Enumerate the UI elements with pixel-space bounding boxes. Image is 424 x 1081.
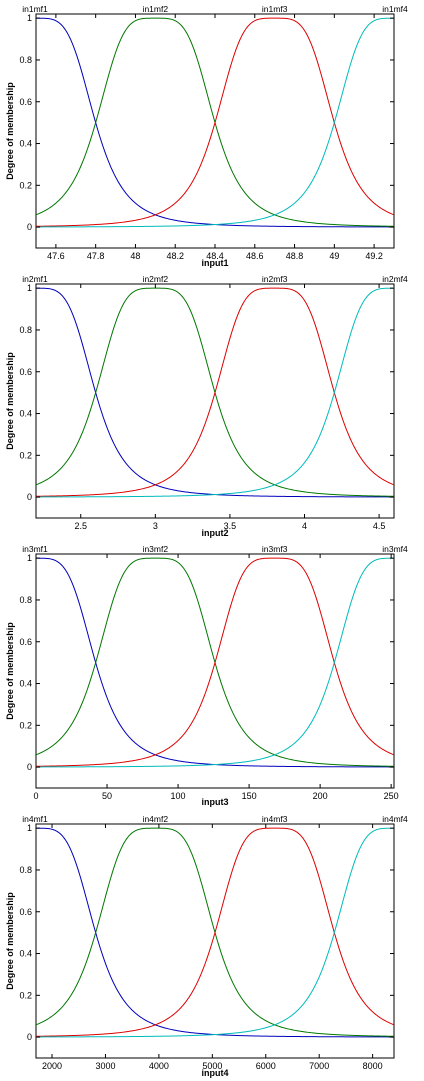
- y-tick-label: 0: [27, 1032, 32, 1042]
- y-tick-label: 0.4: [19, 409, 32, 419]
- mf-label-in3mf4: in3mf4: [382, 544, 408, 554]
- x-tick-label: 3: [153, 521, 158, 531]
- plot-area: [35, 283, 395, 519]
- y-tick-label: 0.2: [19, 990, 32, 1000]
- x-tick-label: 48.6: [246, 251, 264, 261]
- y-tick-label: 0.2: [19, 720, 32, 730]
- y-tick-label: 0.2: [19, 450, 32, 460]
- x-tick-label: 5000: [202, 1061, 222, 1071]
- x-tick-label: 48.8: [286, 251, 304, 261]
- mf-label-in1mf3: in1mf3: [262, 4, 288, 14]
- y-tick-label: 0.8: [19, 865, 32, 875]
- mf-label-in1mf4: in1mf4: [382, 4, 408, 14]
- mf-label-in2mf3: in2mf3: [262, 274, 288, 284]
- mf-label-in4mf4: in4mf4: [382, 814, 408, 824]
- y-tick-label: 0.8: [19, 595, 32, 605]
- y-tick-label: 0.4: [19, 949, 32, 959]
- mf-label-in4mf3: in4mf3: [262, 814, 288, 824]
- x-tick-label: 50: [102, 791, 112, 801]
- mf-label-in2mf4: in2mf4: [382, 274, 408, 284]
- x-tick-label: 48.4: [206, 251, 224, 261]
- y-tick-label: 1: [27, 13, 32, 23]
- x-axis-label: input1: [202, 258, 229, 268]
- x-tick-label: 4.5: [373, 521, 386, 531]
- input4-membership-chart: 2000 3000 4000 5000 6000 7000 8000 0 0.2 0.4 0.6 0.…: [5, 814, 408, 1078]
- y-tick-label: 0.6: [19, 367, 32, 377]
- y-axis-label: Degree of membership: [5, 352, 15, 450]
- x-tick-label: 4000: [149, 1061, 169, 1071]
- x-tick-label: 4: [302, 521, 307, 531]
- plot-area: [35, 13, 395, 249]
- y-tick-label: 1: [27, 553, 32, 563]
- x-tick-label: 200: [313, 791, 328, 801]
- mf-label-in3mf1: in3mf1: [22, 544, 48, 554]
- series-in4mf4-curve: [35, 827, 394, 1038]
- y-axis-label: Degree of membership: [5, 892, 15, 990]
- y-tick-label: 0: [27, 492, 32, 502]
- y-tick-label: 0.6: [19, 97, 32, 107]
- x-tick-label: 250: [384, 791, 399, 801]
- mf-label-in3mf2: in3mf2: [143, 544, 169, 554]
- x-axis-label: input2: [202, 528, 229, 538]
- x-tick-label: 47.8: [87, 251, 105, 261]
- y-tick-label: 0.4: [19, 139, 32, 149]
- y-tick-label: 0: [27, 222, 32, 232]
- x-tick-label: 3000: [95, 1061, 115, 1071]
- y-tick-label: 1: [27, 283, 32, 293]
- y-tick-label: 0: [27, 762, 32, 772]
- x-tick-label: 2000: [42, 1061, 62, 1071]
- x-tick-label: 49.2: [365, 251, 383, 261]
- y-axis-label: Degree of membership: [5, 82, 15, 180]
- mf-label-in4mf1: in4mf1: [22, 814, 48, 824]
- y-tick-label: 0.6: [19, 907, 32, 917]
- x-axis-label: input4: [202, 1068, 229, 1078]
- x-tick-label: 2.5: [74, 521, 87, 531]
- x-tick-label: 49: [329, 251, 339, 261]
- mf-label-in3mf3: in3mf3: [262, 544, 288, 554]
- x-tick-label: 7000: [309, 1061, 329, 1071]
- x-tick-label: 47.6: [47, 251, 65, 261]
- plot-area: [35, 553, 395, 789]
- x-axis-label: input3: [202, 797, 229, 807]
- plot-area: [35, 823, 395, 1059]
- y-tick-label: 0.8: [19, 325, 32, 335]
- x-tick-label: 6000: [256, 1061, 276, 1071]
- y-tick-label: 0.4: [19, 679, 32, 689]
- x-tick-label: 8000: [363, 1061, 383, 1071]
- x-tick-label: 150: [242, 791, 257, 801]
- mf-label-in1mf2: in1mf2: [143, 4, 169, 14]
- x-tick-label: 100: [171, 791, 186, 801]
- y-tick-label: 0.8: [19, 55, 32, 65]
- series-in1mf4-curve: [35, 17, 394, 228]
- y-tick-label: 0.2: [19, 180, 32, 190]
- mf-label-in1mf1: in1mf1: [22, 4, 48, 14]
- x-tick-label: 48.2: [166, 251, 184, 261]
- input1-membership-chart: 47.6 47.8 48 48.2 48.4 48.6 48.8 49 49.2 0 0.2 0.4 0…: [5, 4, 408, 268]
- x-tick-label: 48: [130, 251, 140, 261]
- mf-label-in2mf1: in2mf1: [22, 274, 48, 284]
- series-in2mf4-curve: [35, 287, 394, 498]
- series-in3mf4-curve: [35, 557, 394, 768]
- y-tick-label: 1: [27, 823, 32, 833]
- mf-label-in4mf2: in4mf2: [143, 814, 169, 824]
- x-tick-label: 3.5: [224, 521, 237, 531]
- y-tick-label: 0.6: [19, 637, 32, 647]
- y-axis-label: Degree of membership: [5, 622, 15, 720]
- mf-label-in2mf2: in2mf2: [143, 274, 169, 284]
- x-tick-label: 0: [33, 791, 38, 801]
